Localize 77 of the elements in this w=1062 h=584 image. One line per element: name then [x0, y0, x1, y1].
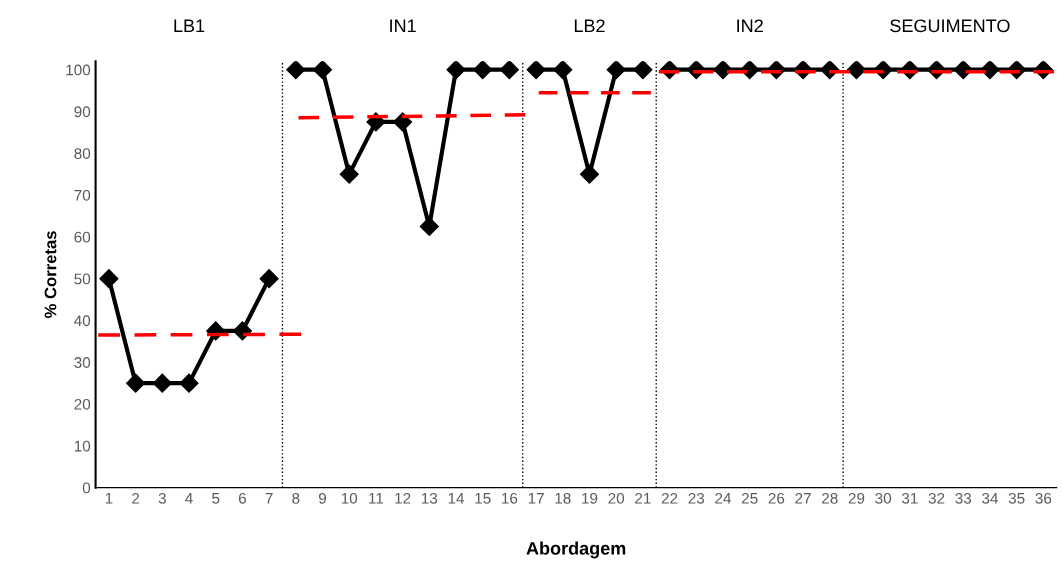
- x-tick-label: 25: [741, 492, 758, 504]
- y-axis-title: % Corretas: [44, 231, 57, 319]
- x-tick-label: 35: [1008, 492, 1025, 504]
- x-tick-label: 13: [421, 492, 438, 504]
- x-tick-label: 12: [395, 492, 411, 504]
- y-tick-label: 80: [74, 148, 91, 159]
- x-tick-label: 34: [982, 492, 998, 504]
- point: [713, 61, 733, 80]
- x-tick-label: 29: [848, 492, 865, 504]
- x-tick-label: 16: [502, 492, 518, 504]
- text: LB1: [174, 19, 205, 32]
- point: [606, 61, 626, 80]
- point: [499, 61, 519, 80]
- point: [126, 373, 146, 393]
- point: [846, 61, 866, 80]
- x-tick-label: 22: [661, 492, 678, 504]
- x-tick-label: 27: [795, 492, 811, 504]
- x-tick-label: 10: [341, 492, 358, 504]
- x-tick-label: 6: [238, 492, 246, 504]
- x-tick-label: 17: [528, 493, 544, 504]
- x-tick-label: 2: [132, 492, 140, 504]
- text: IN1: [390, 19, 416, 32]
- point: [152, 373, 172, 393]
- x-tick-label: 28: [822, 492, 838, 504]
- x-axis-title: Abordagem: [526, 541, 626, 559]
- point: [393, 112, 413, 132]
- y-tick-label: 20: [74, 398, 91, 410]
- point: [259, 269, 279, 289]
- x-tick-label: 21: [635, 492, 651, 504]
- x-tick-label: 5: [212, 493, 220, 504]
- y-tick-label: 0: [82, 482, 91, 494]
- x-tick-label: 20: [608, 492, 625, 504]
- x-tick-label: 23: [688, 492, 705, 504]
- y-tick-label: 70: [74, 189, 91, 201]
- point: [553, 61, 573, 80]
- x-tick-label: 31: [901, 492, 918, 504]
- y-tick-label: 10: [74, 440, 91, 452]
- x-tick-label: 8: [292, 492, 300, 504]
- point: [980, 61, 1000, 80]
- y-tick-label: 50: [74, 273, 91, 285]
- point: [446, 61, 466, 80]
- x-tick-label: 14: [448, 493, 465, 504]
- text: LB2: [574, 19, 605, 32]
- x-tick-label: 32: [928, 492, 945, 504]
- x-tick-label: 7: [265, 493, 273, 504]
- point: [312, 61, 333, 80]
- point: [526, 61, 546, 80]
- x-tick-label: 36: [1035, 492, 1052, 504]
- x-tick-label: 19: [582, 492, 598, 504]
- point: [740, 61, 760, 80]
- text: IN2: [737, 19, 763, 32]
- y-tick-label: 40: [74, 315, 91, 327]
- point: [419, 216, 439, 236]
- point: [99, 269, 119, 289]
- y-tick-label: 60: [74, 231, 91, 243]
- y-tick-label: 30: [74, 357, 91, 368]
- x-tick-label: 18: [555, 492, 571, 504]
- x-tick-label: 33: [955, 492, 972, 504]
- x-tick-label: 30: [875, 492, 892, 504]
- y-tick-label: 90: [74, 106, 91, 118]
- x-tick-label: 3: [158, 492, 166, 504]
- point: [179, 373, 199, 393]
- y-tick-label: 100: [66, 64, 91, 76]
- point: [339, 164, 359, 184]
- point: [579, 164, 600, 184]
- x-tick-label: 24: [715, 492, 732, 504]
- point: [473, 61, 493, 80]
- x-tick-label: 9: [318, 492, 327, 504]
- x-tick-label: 15: [475, 493, 491, 504]
- x-tick-label: 11: [369, 493, 384, 504]
- x-tick-label: 26: [768, 492, 785, 504]
- x-tick-label: 1: [105, 493, 113, 504]
- point: [286, 61, 306, 80]
- text: SEGUIMENTO: [890, 19, 1010, 33]
- x-tick-label: 4: [185, 493, 193, 504]
- point: [232, 321, 252, 341]
- point: [633, 61, 653, 80]
